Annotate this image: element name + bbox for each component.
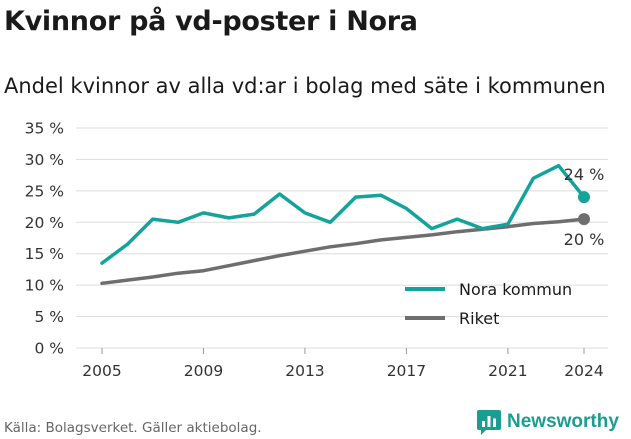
y-tick-label: 30 % xyxy=(25,151,64,169)
x-tick-label: 2021 xyxy=(488,362,527,380)
source-note: Källa: Bolagsverket. Gäller aktiebolag. xyxy=(4,420,262,436)
line-chart: 0 %5 %10 %15 %20 %25 %30 %35 % 2005 2009 2… xyxy=(25,120,608,380)
legend-label-riket: Riket xyxy=(459,309,499,328)
y-tick-label: 25 % xyxy=(25,182,64,200)
y-tick-label: 35 % xyxy=(25,120,64,138)
end-point-riket xyxy=(578,213,590,226)
y-axis-ticks: 0 % 5 % 10 % 15 % 20 % 25 % 30 % 35 % xyxy=(25,120,64,358)
x-axis-ticks: 2005 2009 2013 2017 2021 2024 xyxy=(82,348,604,380)
series-lines: 24 % 20 % xyxy=(100,163,605,286)
end-label-riket: 20 % xyxy=(564,230,605,249)
grid-lines xyxy=(76,127,608,349)
y-tick-label: 10 % xyxy=(25,277,64,295)
end-point-nora-kommun xyxy=(578,191,590,204)
series-line-nora-kommun xyxy=(100,163,586,265)
legend: Nora kommun Riket xyxy=(405,280,572,328)
end-label-nora-kommun: 24 % xyxy=(564,165,605,184)
x-tick-label: 2009 xyxy=(184,362,223,380)
x-tick-label: 2013 xyxy=(285,362,324,380)
chart-subtitle: Andel kvinnor av alla vd:ar i bolag med … xyxy=(4,74,606,98)
x-tick-label: 2024 xyxy=(564,362,603,380)
x-tick-label: 2017 xyxy=(387,362,426,380)
x-tick-label: 2005 xyxy=(82,362,121,380)
y-tick-label: 20 % xyxy=(25,214,64,232)
bar-chart-speech-bubble-icon xyxy=(477,410,501,435)
y-tick-label: 5 % xyxy=(34,308,64,326)
y-tick-label: 15 % xyxy=(25,245,64,263)
brand-name: Newsworthy xyxy=(507,411,619,432)
series-line-riket xyxy=(100,217,586,286)
chart-title: Kvinnor på vd-poster i Nora xyxy=(4,6,418,37)
brand-logo: Newsworthy xyxy=(476,408,619,436)
y-tick-label: 0 % xyxy=(34,340,64,358)
legend-label-nora-kommun: Nora kommun xyxy=(459,280,572,299)
